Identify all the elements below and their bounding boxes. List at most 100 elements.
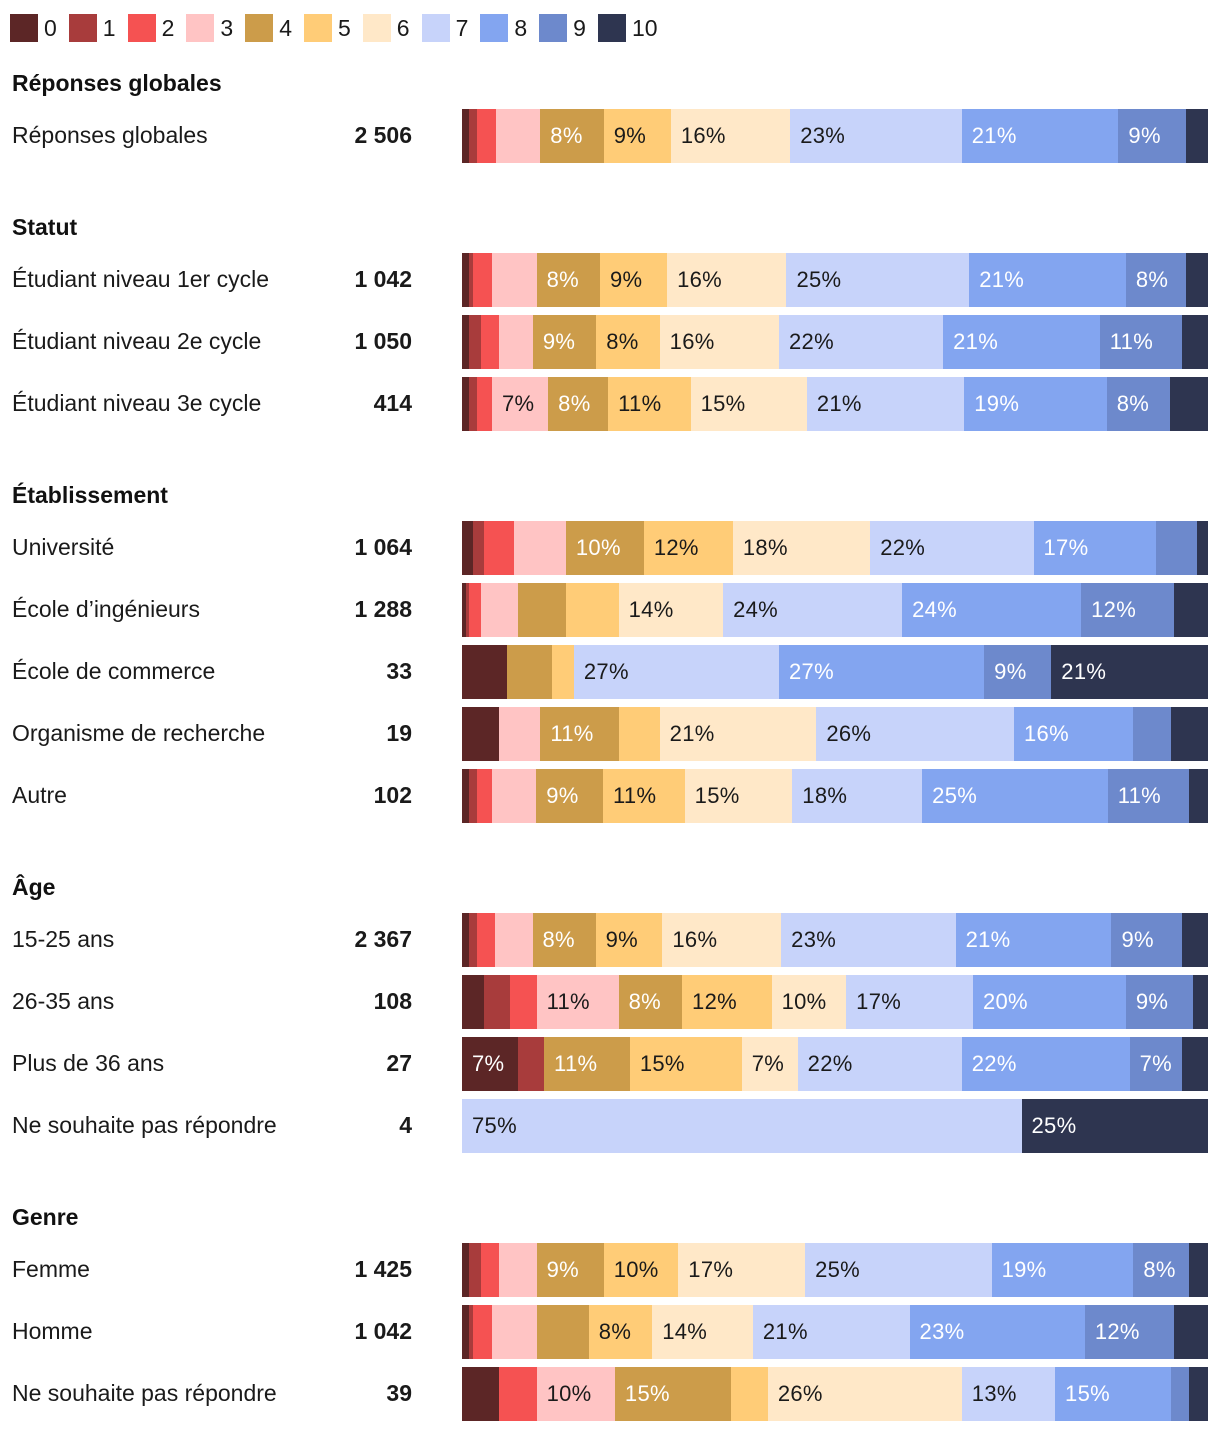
bar-segment: 8% bbox=[1106, 377, 1171, 431]
bar-segment: 11% bbox=[1107, 769, 1190, 823]
bar-segment bbox=[469, 315, 481, 369]
segment-label: 75% bbox=[472, 1113, 517, 1138]
bar-segment bbox=[1170, 707, 1208, 761]
bar-segment: 9% bbox=[536, 769, 604, 823]
legend-item: 1 bbox=[68, 14, 116, 42]
legend-swatch bbox=[68, 14, 97, 42]
bar-segment: 75% bbox=[462, 1099, 1022, 1153]
segment-label: 15% bbox=[1065, 1381, 1110, 1406]
bar-segment bbox=[566, 583, 619, 637]
bar-segment: 7% bbox=[491, 377, 549, 431]
stacked-bar: 7% 11% 15% 7% 22% 22% 7% bbox=[462, 1037, 1208, 1091]
segment-label: 12% bbox=[653, 535, 699, 560]
segment-label: 13% bbox=[971, 1381, 1017, 1406]
bar-segment: 9% bbox=[1125, 975, 1194, 1029]
chart-legend: 0 1 2 3 4 5 6 7 8 9 10 bbox=[10, 12, 670, 44]
bar-segment: 23% bbox=[909, 1305, 1085, 1359]
bar-segment bbox=[469, 253, 474, 307]
segment-label: 9% bbox=[609, 267, 643, 292]
bar-segment: 7% bbox=[1129, 1037, 1182, 1091]
bar-segment bbox=[462, 1305, 470, 1359]
segment-label: 11% bbox=[1109, 329, 1154, 354]
bar-segment: 9% bbox=[1111, 913, 1182, 967]
row-count: 33 bbox=[386, 658, 412, 684]
row-label: Ne souhaite pas répondre bbox=[12, 1112, 277, 1138]
bar-segment bbox=[469, 1305, 474, 1359]
bar-segment bbox=[462, 253, 470, 307]
segment-label: 9% bbox=[1128, 123, 1161, 148]
group-title: Réponses globales bbox=[12, 70, 222, 96]
bar-segment bbox=[536, 1305, 589, 1359]
legend-item: 0 bbox=[10, 14, 57, 42]
segment-label: 23% bbox=[919, 1319, 965, 1344]
legend-item: 8 bbox=[480, 14, 527, 42]
row-label: École de commerce bbox=[12, 658, 216, 684]
bar-segment: 10% bbox=[603, 1243, 679, 1297]
bar-segment: 21% bbox=[955, 913, 1112, 967]
bar-segment: 15% bbox=[629, 1037, 742, 1091]
bar-segment: 11% bbox=[544, 1037, 630, 1091]
bar-segment bbox=[462, 109, 470, 163]
group-title: Âge bbox=[12, 874, 56, 900]
bar-segment bbox=[476, 913, 496, 967]
bar-segment bbox=[491, 253, 537, 307]
segment-label: 7% bbox=[751, 1051, 785, 1076]
bar-segment bbox=[499, 1243, 537, 1297]
bar-segment: 21% bbox=[969, 253, 1126, 307]
segment-label: 8% bbox=[558, 391, 591, 416]
bar-segment bbox=[462, 707, 500, 761]
bar-segment bbox=[469, 769, 477, 823]
stacked-bar: 8% 14% 21% 23% 12% bbox=[462, 1305, 1208, 1359]
bar-segment bbox=[1196, 521, 1208, 575]
row-label: Homme bbox=[12, 1318, 93, 1344]
segment-label: 10% bbox=[613, 1257, 659, 1282]
bar-segment bbox=[462, 645, 507, 699]
bar-segment: 10% bbox=[771, 975, 847, 1029]
row-count: 102 bbox=[373, 782, 412, 808]
legend-label: 3 bbox=[220, 14, 234, 41]
legend-swatch bbox=[539, 14, 568, 42]
segment-label: 21% bbox=[816, 391, 862, 416]
bar-segment bbox=[1181, 1037, 1208, 1091]
legend-swatch bbox=[480, 14, 509, 42]
segment-label: 21% bbox=[979, 267, 1025, 292]
bar-segment bbox=[476, 377, 492, 431]
legend-swatch bbox=[10, 14, 38, 42]
bar-segment bbox=[480, 1243, 500, 1297]
bar-segment bbox=[499, 1367, 537, 1421]
bar-segment: 16% bbox=[1014, 707, 1134, 761]
bar-segment bbox=[1189, 1243, 1208, 1297]
segment-label: 22% bbox=[880, 535, 926, 560]
legend-label: 2 bbox=[161, 14, 175, 41]
bar-segment bbox=[1174, 1305, 1208, 1359]
legend-label: 8 bbox=[514, 14, 528, 41]
segment-label: 14% bbox=[662, 1319, 708, 1344]
row-label: Étudiant niveau 1er cycle bbox=[12, 266, 269, 292]
segment-label: 21% bbox=[971, 123, 1017, 148]
bar-segment bbox=[469, 109, 477, 163]
row-label: Ne souhaite pas répondre bbox=[12, 1380, 277, 1406]
bar-segment bbox=[1193, 975, 1208, 1029]
bar-segment: 16% bbox=[670, 109, 791, 163]
bar-segment: 26% bbox=[767, 1367, 962, 1421]
segment-label: 21% bbox=[669, 721, 715, 746]
row-label: Autre bbox=[12, 782, 67, 808]
segment-label: 8% bbox=[628, 989, 662, 1014]
bar-segment: 18% bbox=[792, 769, 923, 823]
bar-segment: 16% bbox=[662, 913, 782, 967]
legend-item: 3 bbox=[186, 14, 233, 42]
bar-segment: 23% bbox=[790, 109, 962, 163]
segment-label: 15% bbox=[639, 1051, 685, 1076]
legend-item: 2 bbox=[127, 14, 175, 42]
segment-label: 27% bbox=[789, 659, 834, 684]
segment-label: 12% bbox=[1091, 597, 1137, 622]
bar-segment: 26% bbox=[816, 707, 1014, 761]
row-label: 26-35 ans bbox=[12, 988, 115, 1014]
segment-label: 11% bbox=[613, 783, 657, 808]
bar-segment: 8% bbox=[532, 913, 596, 967]
bar-segment bbox=[462, 377, 470, 431]
bar-segment: 11% bbox=[608, 377, 691, 431]
segment-label: 22% bbox=[789, 329, 834, 354]
segment-label: 25% bbox=[1031, 1113, 1077, 1138]
bar-segment: 22% bbox=[961, 1037, 1130, 1091]
